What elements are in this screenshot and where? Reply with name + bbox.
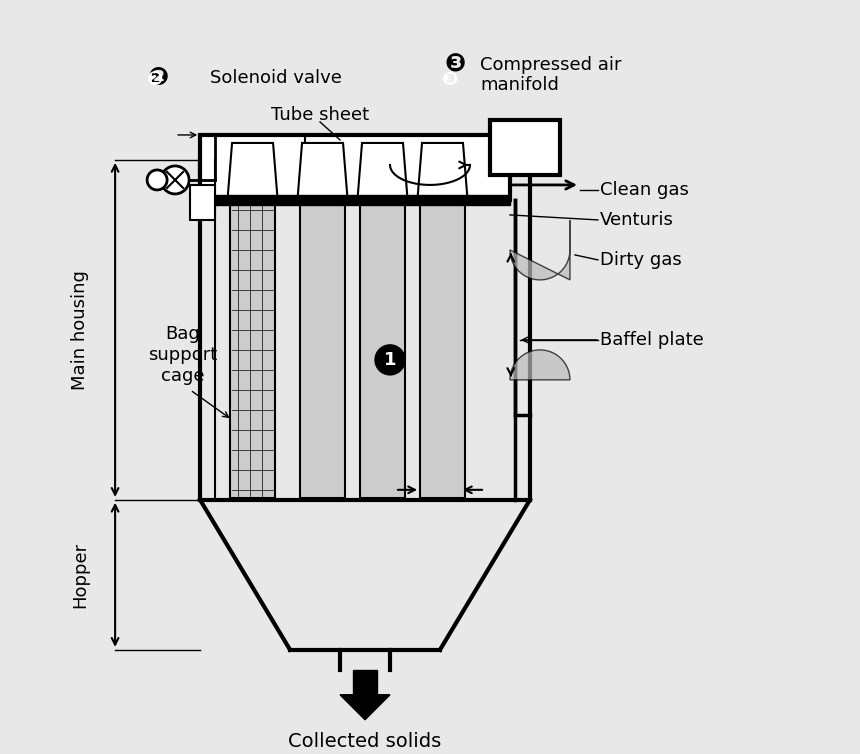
Text: ❸: ❸ [445,53,465,77]
Text: Dirty gas: Dirty gas [600,251,682,269]
Bar [360,200,405,498]
Bar [420,200,465,498]
Text: Hopper: Hopper [71,541,89,608]
Polygon shape [297,143,348,205]
Bar [490,120,560,175]
Circle shape [147,170,167,190]
Circle shape [375,345,405,375]
Polygon shape [357,143,408,205]
Text: 1: 1 [384,351,396,369]
Text: Clean gas: Clean gas [600,181,689,199]
Text: Collected solids: Collected solids [288,732,442,751]
Polygon shape [353,670,377,694]
Polygon shape [510,220,570,280]
Polygon shape [417,143,468,205]
Polygon shape [340,694,390,720]
Text: Main housing: Main housing [71,270,89,390]
Text: Solenoid valve: Solenoid valve [210,69,342,87]
Text: Venturis: Venturis [600,211,674,229]
Bar [190,185,215,220]
Text: ❷: ❷ [147,70,163,90]
Bar [300,200,345,498]
Polygon shape [227,143,278,205]
Text: ❷: ❷ [148,66,169,90]
Bar [215,195,510,205]
Text: manifold: manifold [480,76,559,94]
Circle shape [161,166,189,194]
Text: Tube sheet: Tube sheet [271,106,369,124]
Text: ❸: ❸ [442,70,458,90]
Bar [230,200,275,498]
Text: Compressed air: Compressed air [480,56,622,74]
Text: Baffel plate: Baffel plate [600,331,703,349]
Text: Bag
support
cage: Bag support cage [148,325,218,385]
Bar [200,135,510,200]
Polygon shape [510,350,570,380]
